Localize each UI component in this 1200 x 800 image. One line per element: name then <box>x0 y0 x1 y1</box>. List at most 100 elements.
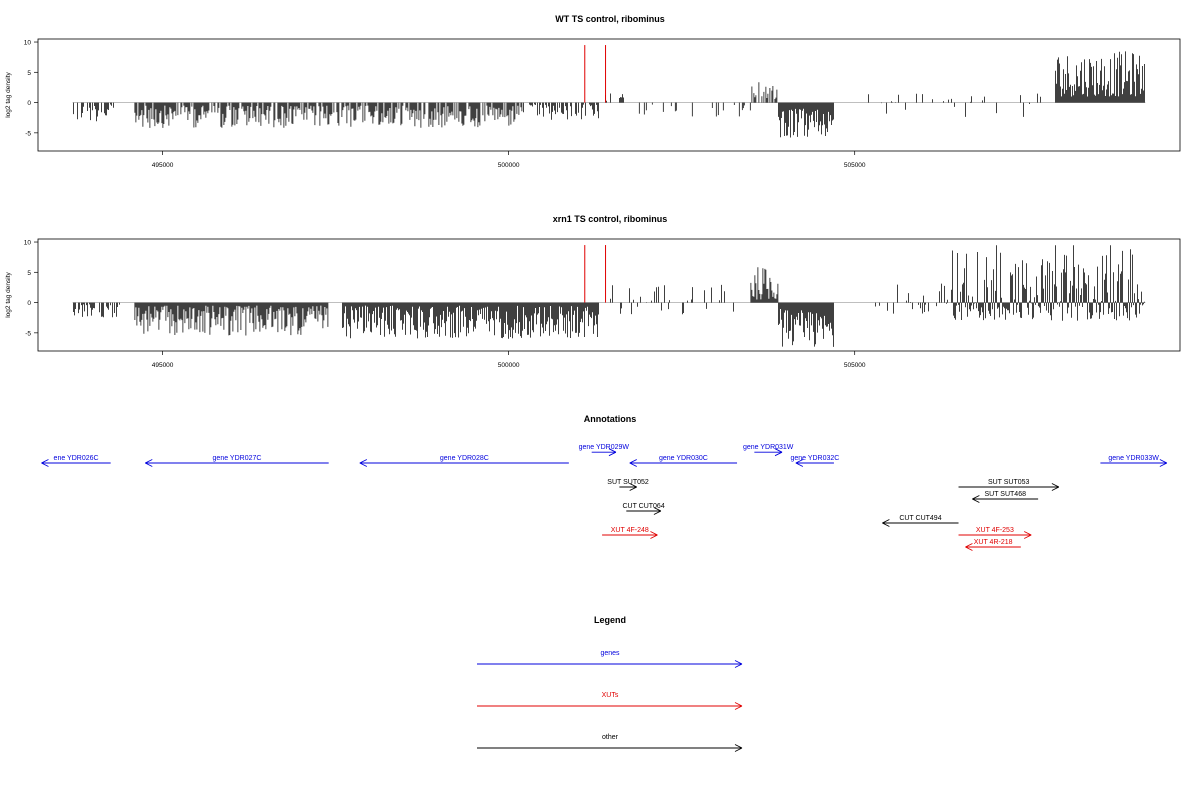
x-tick-label: 495000 <box>152 362 174 369</box>
annotations-title: Annotations <box>584 414 637 424</box>
annotation-arrow-head <box>145 459 153 464</box>
annotation-label: gene YDR033W <box>1108 455 1159 462</box>
wt-plot-frame <box>37 38 1181 152</box>
legend-item: other <box>477 734 743 752</box>
annotation-arrow-head <box>650 531 658 536</box>
legend-arrow-head <box>734 663 743 668</box>
wt-panel-title: WT TS control, ribominus <box>555 14 665 24</box>
annotation-arrow-head <box>972 495 980 500</box>
x-tick-label: 500000 <box>498 362 520 369</box>
legend-label: other <box>602 734 619 741</box>
xrn1-coverage-panel: xrn1 TS control, ribominus log2 tag dens… <box>5 214 1181 369</box>
annotation-arrow-head <box>359 459 368 464</box>
annotation-label: gene YDR031W <box>743 444 794 451</box>
wt-coverage-panel: WT TS control, ribominus log2 tag densit… <box>5 14 1181 169</box>
annotation-arrow-head <box>629 462 637 467</box>
annotation-label: SUT SUT053 <box>988 479 1030 486</box>
annotation-label: SUT SUT052 <box>607 479 649 486</box>
annotation-feature: gene YDR032C <box>790 455 839 467</box>
legend-arrow-head <box>734 660 743 665</box>
annotation-label: gene YDR029W <box>579 444 630 451</box>
legend-title: Legend <box>594 615 626 625</box>
y-tick-label: -5 <box>25 330 31 337</box>
annotation-arrow-head <box>608 451 617 457</box>
xrn1-markers <box>584 245 607 303</box>
y-tick-label: 0 <box>27 100 31 107</box>
wt-markers <box>584 45 607 103</box>
annotation-arrow-head <box>1051 486 1060 491</box>
annotation-feature: gene YDR028C <box>359 455 569 467</box>
annotation-label: gene YDR032C <box>790 455 839 462</box>
xrn1-coverage-bars <box>72 245 1146 347</box>
annotation-arrow-head <box>41 459 49 464</box>
annotation-arrow-head <box>1023 534 1032 539</box>
xrn1-plot-frame <box>37 238 1181 352</box>
annotation-feature: CUT CUT494 <box>882 515 959 527</box>
legend-item: XUTs <box>477 692 743 710</box>
y-tick-label: -5 <box>25 130 31 137</box>
annotation-arrow-head <box>774 448 783 453</box>
annotation-label: SUT SUT468 <box>984 491 1026 498</box>
annotation-label: XUT 4R-218 <box>974 539 1013 546</box>
annotation-arrow-head <box>1023 531 1032 536</box>
annotation-arrow-head <box>653 507 662 512</box>
y-tick-label: 10 <box>24 40 32 47</box>
annotation-arrow-head <box>972 498 980 503</box>
annotation-arrow-head <box>41 462 49 467</box>
annotation-arrow-head <box>650 534 658 539</box>
legend-label: genes <box>600 650 620 657</box>
annotation-label: gene YDR030C <box>659 455 708 462</box>
annotation-feature: XUT 4R-218 <box>965 539 1021 551</box>
annotation-feature: gene YDR030C <box>629 455 738 467</box>
annotation-arrow-head <box>653 510 662 515</box>
annotation-arrow-head <box>145 462 153 467</box>
annotation-arrow-head <box>795 459 804 464</box>
y-tick-label: 0 <box>27 300 31 307</box>
x-tick-label: 495000 <box>152 162 174 169</box>
x-tick-label: 505000 <box>844 162 866 169</box>
wt-axis-ticks: 10 5 0 -5 495000 500000 505000 <box>24 40 866 169</box>
annotation-feature: gene YDR033W <box>1100 455 1168 467</box>
annotation-label: XUT 4F-253 <box>976 527 1014 534</box>
wt-coverage-bars <box>72 51 1146 138</box>
annotation-label: gene YDR028C <box>440 455 489 462</box>
annotation-arrow-head <box>1159 459 1168 464</box>
annotation-arrow-head <box>965 543 973 548</box>
annotation-feature: XUT 4F-248 <box>602 527 658 539</box>
legend-arrow-head <box>734 705 743 710</box>
annotation-arrow-head <box>359 462 368 467</box>
legend-item: genes <box>477 650 743 668</box>
annotation-label: XUT 4F-248 <box>611 527 649 534</box>
annotation-arrow-head <box>1051 483 1060 488</box>
annotation-feature: gene YDR029W <box>579 444 630 457</box>
annotation-tracks: ene YDR026C gene YDR027C gene YDR028C gene … <box>41 444 1168 551</box>
annotation-label: gene YDR027C <box>213 455 262 462</box>
annotation-feature: SUT SUT053 <box>958 479 1060 491</box>
annotation-arrow-head <box>608 448 617 453</box>
y-tick-label: 10 <box>24 240 32 247</box>
annotation-label: CUT CUT494 <box>899 515 941 522</box>
xrn1-ylabel: log2 tag density <box>5 271 12 317</box>
annotation-feature: SUT SUT468 <box>972 491 1039 503</box>
legend-items: genes XUTs other <box>477 650 743 752</box>
annotation-arrow-head <box>795 462 804 467</box>
legend-arrow-head <box>734 747 743 752</box>
annotation-feature: gene YDR027C <box>145 455 329 467</box>
legend-arrow-head <box>734 744 743 749</box>
legend-label: XUTs <box>602 692 619 699</box>
annotation-feature: ene YDR026C <box>41 455 111 467</box>
annotation-arrow-head <box>629 483 637 488</box>
annotation-arrow-head <box>965 546 973 551</box>
xrn1-axis-ticks: 10 5 0 -5 495000 500000 505000 <box>24 240 866 369</box>
annotation-feature: CUT CUT064 <box>622 503 665 515</box>
legend-panel: Legend genes XUTs other <box>477 615 743 752</box>
annotation-label: ene YDR026C <box>54 455 99 462</box>
y-tick-label: 5 <box>27 70 31 77</box>
annotation-arrow-head <box>629 486 637 491</box>
annotation-label: CUT CUT064 <box>622 503 664 510</box>
annotation-arrow-head <box>882 519 890 524</box>
annotation-arrow-head <box>882 522 890 527</box>
y-tick-label: 5 <box>27 270 31 277</box>
annotation-arrow-head <box>629 459 637 464</box>
